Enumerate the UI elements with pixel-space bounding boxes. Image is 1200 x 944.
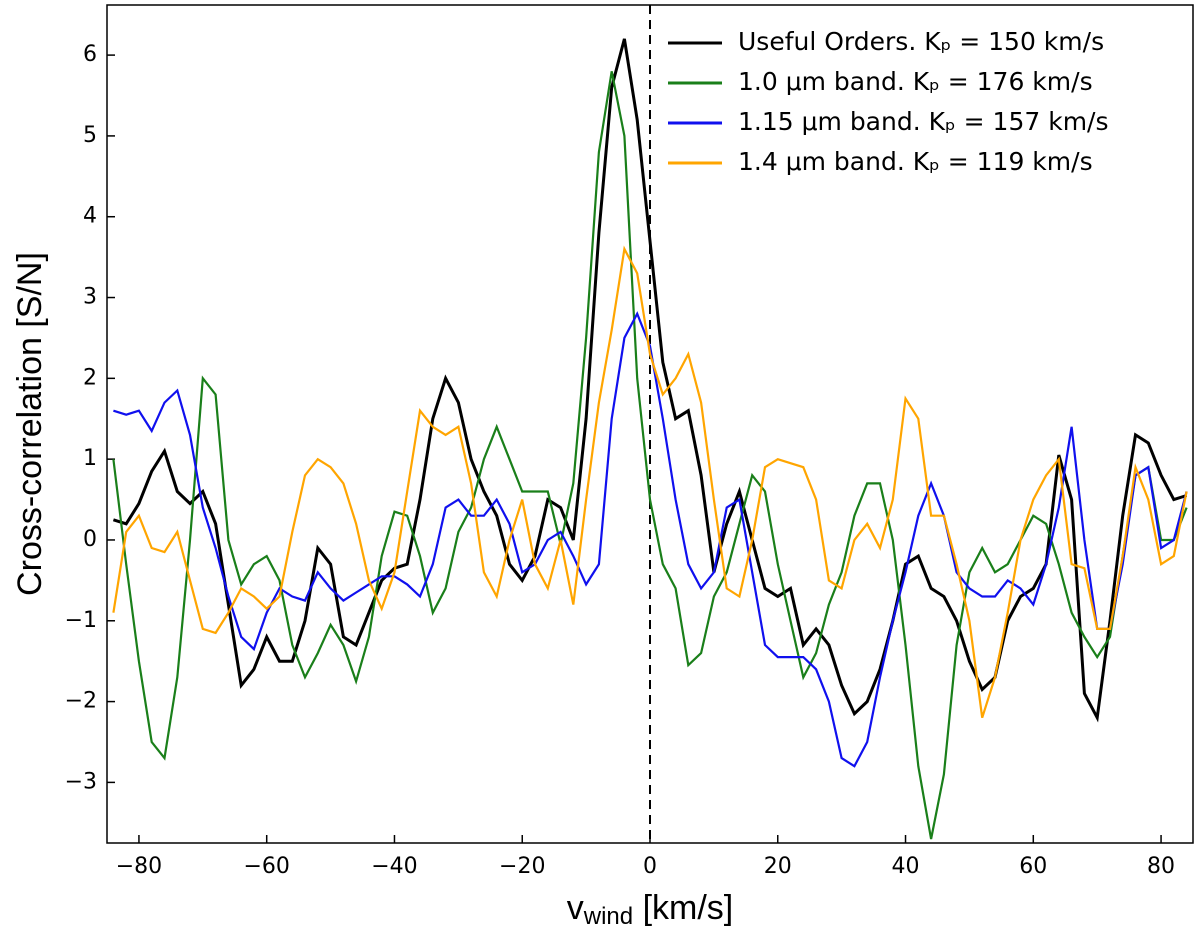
y-tick-label: 4 [83,204,97,229]
series-line [112,245,1188,719]
x-label-sub: wind [583,903,633,930]
series-line [112,71,1188,840]
y-tick-label: 3 [83,285,97,310]
y-tick-label: −1 [65,608,97,633]
legend-label: 1.0 μm band. Kₚ = 176 km/s [738,67,1093,96]
x-tick-label: −60 [243,854,289,879]
y-tick-label: 1 [83,446,97,471]
x-tick-label: 60 [1019,854,1047,879]
x-tick-label: −40 [371,854,417,879]
y-tick-label: 5 [83,123,97,148]
y-axis-label: Cross-correlation [S/N] [11,252,49,596]
y-tick-label: 6 [83,42,97,67]
y-tick-label: −3 [65,769,97,794]
plot-frame [106,4,1194,844]
x-label-main: v [567,889,584,927]
x-tick-label: −20 [499,854,545,879]
x-label-rest: [km/s] [633,889,733,927]
x-tick-label: 20 [764,854,792,879]
x-axis-label: vwind [km/s] [567,889,733,930]
legend-label: Useful Orders. Kₚ = 150 km/s [738,27,1104,56]
x-tick-label: 40 [892,854,920,879]
y-tick-label: −2 [65,689,97,714]
x-tick-label: −80 [116,854,162,879]
y-tick-label: 0 [83,527,97,552]
series-line [112,38,1188,723]
legend-label: 1.4 μm band. Kₚ = 119 km/s [738,147,1093,176]
legend-label: 1.15 μm band. Kₚ = 157 km/s [738,107,1109,136]
x-tick-label: 0 [643,854,657,879]
x-tick-label: 80 [1147,854,1175,879]
series-line [113,311,1188,768]
y-tick-label: 2 [83,365,97,390]
